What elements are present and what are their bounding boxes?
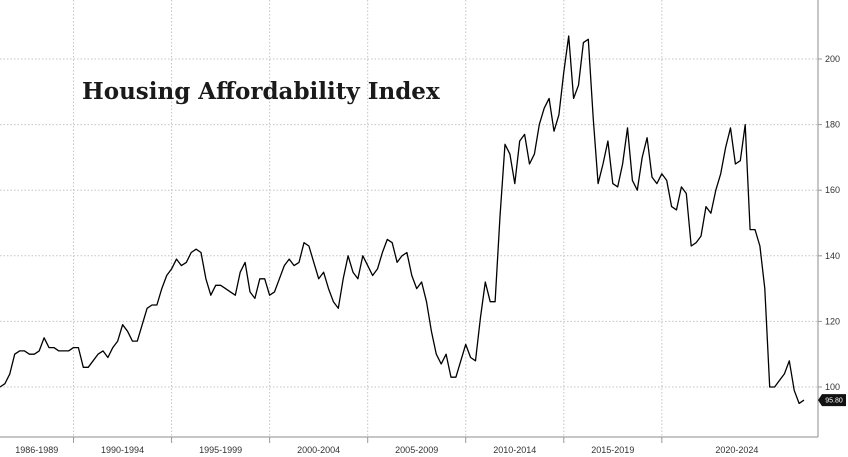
series-line [0, 35, 805, 405]
y-tick-label: 120 [825, 316, 840, 326]
y-tick-labels: 100 120 140 160 180 200 [825, 54, 840, 392]
series-layer [0, 35, 805, 405]
x-tick-label: 2020-2024 [715, 445, 758, 455]
y-tick-label: 200 [825, 54, 840, 64]
chart-title: Housing Affordability Index [82, 78, 440, 105]
axes [0, 0, 822, 443]
gridlines [0, 0, 818, 437]
x-tick-label: 2000-2004 [297, 445, 340, 455]
y-tick-label: 140 [825, 251, 840, 261]
x-tick-labels: 1986-1989 1990-1994 1995-1999 2000-2004 2005… [15, 445, 758, 455]
x-tick-label: 2010-2014 [493, 445, 536, 455]
y-tick-label: 100 [825, 382, 840, 392]
y-tick-label: 180 [825, 120, 840, 130]
x-tick-label: 1990-1994 [101, 445, 144, 455]
last-value-badge: 95.80 [818, 394, 846, 407]
x-tick-label: 2005-2009 [395, 445, 438, 455]
last-value-marker [818, 394, 846, 407]
x-tick-label: 1995-1999 [199, 445, 242, 455]
y-tick-label: 160 [825, 185, 840, 195]
x-tick-label: 2015-2019 [591, 445, 634, 455]
last-value-label: 95.80 [825, 398, 843, 405]
x-tick-label: 1986-1989 [15, 445, 58, 455]
